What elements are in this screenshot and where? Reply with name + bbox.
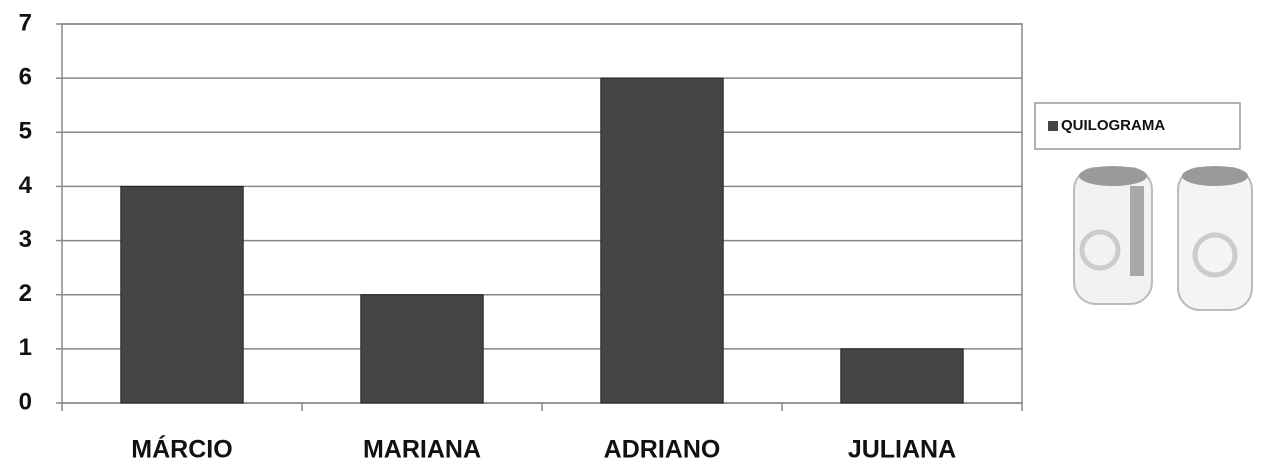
x-tick-label: ADRIANO (604, 436, 721, 464)
y-tick-label: 6 (19, 63, 32, 90)
y-tick-label: 3 (19, 226, 32, 253)
legend-label: QUILOGRAMA (1061, 117, 1165, 134)
legend-swatch (1048, 121, 1058, 131)
y-tick-label: 5 (19, 118, 32, 145)
x-tick-label: JULIANA (848, 436, 956, 464)
x-tick-label: MÁRCIO (131, 435, 232, 464)
can-top (1079, 166, 1147, 186)
bar (120, 185, 244, 404)
can (1177, 167, 1253, 311)
recycle-icon (1192, 232, 1238, 278)
y-tick-label: 2 (19, 280, 32, 307)
cans-illustration (1073, 166, 1253, 311)
bar (840, 348, 964, 404)
bar (600, 77, 724, 404)
y-tick-label: 7 (19, 9, 32, 36)
y-tick-label: 4 (19, 172, 33, 199)
can-label (1130, 186, 1144, 276)
y-tick-label: 0 (19, 388, 32, 415)
x-tick-label: MARIANA (363, 436, 481, 464)
y-tick-label: 1 (19, 334, 32, 361)
legend-box (1034, 102, 1241, 150)
can-top (1182, 166, 1248, 186)
bar (360, 294, 484, 404)
recycle-icon (1079, 229, 1121, 271)
